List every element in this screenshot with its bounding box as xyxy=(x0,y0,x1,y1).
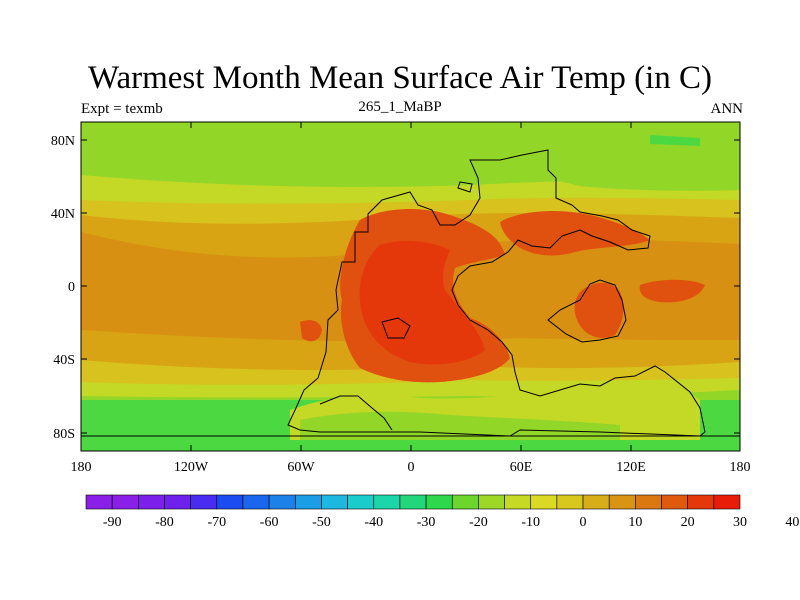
colorbar-swatch xyxy=(504,494,532,510)
colorbar-swatch xyxy=(85,494,113,510)
small-island-outline xyxy=(457,181,473,193)
lon-tick-label: 180 xyxy=(71,460,92,475)
colorbar-swatch xyxy=(216,494,244,510)
lat-tick-label: 0 xyxy=(68,280,75,295)
colorbar-label: -10 xyxy=(521,515,540,530)
colorbar-swatch xyxy=(556,494,584,510)
colorbar-swatch xyxy=(687,494,715,510)
colorbar-swatch xyxy=(268,494,296,510)
warm-coastal-patch xyxy=(300,320,322,342)
colorbar-swatch xyxy=(138,494,165,510)
colorbar-swatch xyxy=(111,494,139,510)
south-coast-outline xyxy=(319,395,393,431)
supercontinent-outline xyxy=(287,149,706,437)
colorbar-label: 0 xyxy=(580,515,587,530)
colorbar-label: 20 xyxy=(681,515,695,530)
colorbar-swatch xyxy=(582,494,610,510)
colorbar-swatch xyxy=(451,494,479,510)
arctic-cold-spot xyxy=(650,135,700,146)
colorbar-label: -50 xyxy=(312,515,331,530)
colorbar-label: 40 xyxy=(785,515,799,530)
colorbar-label: -60 xyxy=(260,515,279,530)
south-cool-land xyxy=(300,411,620,440)
temperature-field xyxy=(81,122,740,451)
lat-tick-label: 40S xyxy=(53,353,75,368)
map-title: Warmest Month Mean Surface Air Temp (in … xyxy=(87,60,713,96)
colorbar-swatch xyxy=(713,494,741,510)
lon-tick-label: 60W xyxy=(287,460,315,475)
colorbar-swatch xyxy=(608,494,636,510)
coastlines xyxy=(81,149,740,437)
colorbar-swatch xyxy=(242,494,270,510)
lon-tick-label: 180 xyxy=(730,460,751,475)
colorbar: -90-80-70-60-50-40-30-20-1001020304050 xyxy=(85,494,799,530)
lon-tick-label: 0 xyxy=(408,460,415,475)
hot-east-island xyxy=(574,282,624,338)
colorbar-swatch xyxy=(661,494,688,510)
colorbar-label: -70 xyxy=(207,515,226,530)
time-label: 265_1_MaBP xyxy=(358,99,442,115)
colorbar-swatch xyxy=(373,494,401,510)
hottest-core xyxy=(359,240,485,365)
lon-tick-label: 120E xyxy=(616,460,646,475)
colorbar-label: -30 xyxy=(417,515,436,530)
colorbar-swatch xyxy=(321,494,348,510)
colorbar-swatch xyxy=(425,494,453,510)
colorbar-swatch xyxy=(347,494,375,510)
lat-tick-label: 40N xyxy=(51,207,75,222)
colorbar-label: -40 xyxy=(364,515,383,530)
colorbar-label: -20 xyxy=(469,515,488,530)
colorbar-swatch xyxy=(164,494,191,510)
inland-basin-outline xyxy=(381,317,411,339)
latitude-ticks: 80N 40N 0 40S 80S xyxy=(51,134,740,442)
period-label: ANN xyxy=(710,101,744,117)
colorbar-label: 10 xyxy=(628,515,642,530)
longitude-ticks: 180 120W 60W 0 60E 120E 180 xyxy=(71,122,751,475)
colorbar-swatch xyxy=(399,494,427,510)
colorbar-swatch xyxy=(294,494,322,510)
colorbar-swatch xyxy=(190,494,218,510)
hot-north-east xyxy=(500,210,650,256)
island-outline xyxy=(547,279,627,343)
hot-ocean-patch xyxy=(639,279,705,303)
colorbar-label: -90 xyxy=(103,515,122,530)
colorbar-label: -80 xyxy=(155,515,174,530)
lat-tick-label: 80S xyxy=(53,427,75,442)
experiment-label: Expt = texmb xyxy=(81,101,163,117)
north-cool-patch xyxy=(540,122,740,191)
colorbar-label: 30 xyxy=(733,515,747,530)
lat-tick-label: 80N xyxy=(51,134,75,149)
lon-tick-label: 60E xyxy=(510,460,533,475)
lon-tick-label: 120W xyxy=(174,460,209,475)
colorbar-swatch xyxy=(635,494,662,510)
colorbar-swatch xyxy=(478,494,505,510)
colorbar-swatch xyxy=(530,494,558,510)
